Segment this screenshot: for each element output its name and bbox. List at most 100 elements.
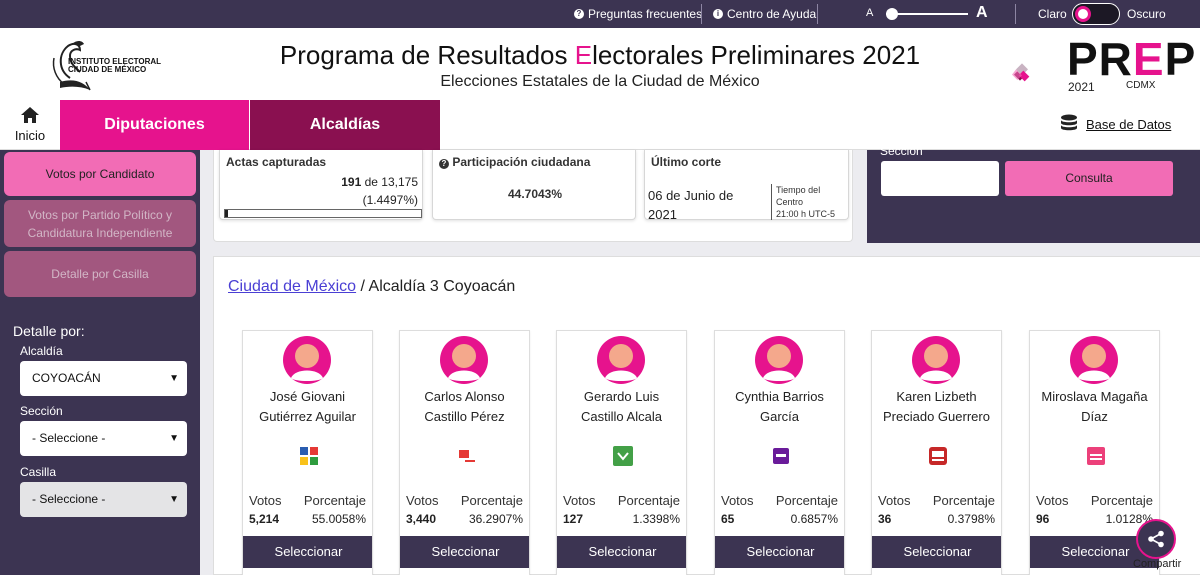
casilla-label: Casilla (20, 465, 57, 479)
breadcrumb: Ciudad de México / Alcaldía 3 Coyoacán (228, 278, 515, 296)
alcaldia-label: Alcaldía (20, 344, 63, 358)
theme-dark-label: Oscuro (1127, 7, 1166, 21)
tz-line-2: Centro (776, 197, 804, 207)
percent-value: 1.3398% (632, 512, 680, 526)
prep-text-1: PR (1067, 33, 1133, 85)
header: INSTITUTO ELECTORAL CIUDAD DE MÉXICO Pro… (0, 28, 1200, 100)
participation-title-text: Participación ciudadana (452, 155, 591, 169)
tab-diputaciones[interactable]: Diputaciones (60, 100, 249, 150)
prep-text-2: P (1164, 33, 1197, 85)
title-highlight: E (574, 40, 593, 70)
votes-label: Votos (249, 493, 282, 508)
select-candidate-button[interactable]: Seleccionar (400, 536, 529, 568)
fxm-party-logo-icon (1087, 447, 1105, 465)
votes-by-party-button[interactable]: Votos por Partido Político y Candidatura… (4, 200, 196, 247)
topbar-divider (817, 4, 818, 24)
rsp-party-logo-icon (929, 447, 947, 465)
slider-thumb[interactable] (886, 8, 898, 20)
last-cut-title: Último corte (651, 155, 722, 169)
share-button[interactable] (1136, 519, 1176, 559)
last-cut-timezone: Tiempo del Centro 21:00 h UTC-5 (771, 184, 847, 220)
actas-total: de 13,175 (361, 175, 418, 189)
theme-toggle[interactable] (1072, 3, 1120, 25)
actas-count: 191 de 13,175 (341, 175, 418, 189)
candidate-name-line-1: Miroslava Magaña (1041, 389, 1148, 404)
votes-label: Votos (1036, 493, 1069, 508)
tz-line-1: Tiempo del (776, 185, 821, 195)
page-title: Programa de Resultados Electorales Preli… (0, 40, 1200, 71)
candidate-name-line-2: García (759, 409, 799, 424)
home-button[interactable]: Inicio (0, 100, 60, 150)
candidate-name: Karen Lizbeth Preciado Guerrero (872, 387, 1001, 427)
faq-link[interactable]: ? Preguntas frecuentes (574, 7, 702, 21)
candidate-name: Carlos Alonso Castillo Pérez (400, 387, 529, 427)
theme-light-label: Claro (1038, 7, 1067, 21)
prep-year: 2021 (1068, 80, 1095, 94)
seccion-input[interactable] (881, 161, 999, 196)
percent-label: Porcentaje (303, 493, 366, 508)
actas-progress-bar (224, 209, 422, 218)
candidate-card: José Giovani Gutiérrez Aguilar Votos Porc… (242, 330, 373, 575)
actas-progress-fill (225, 210, 228, 217)
candidate-card: Gerardo Luis Castillo Alcala Votos Porcen… (556, 330, 687, 575)
select-candidate-button[interactable]: Seleccionar (557, 536, 686, 568)
candidate-name-line-1: Karen Lizbeth (896, 389, 977, 404)
avatar-icon (912, 336, 960, 384)
seccion-select[interactable]: - Seleccione - ▼ (20, 421, 187, 456)
font-smaller-label[interactable]: A (866, 7, 874, 19)
select-candidate-button[interactable]: Seleccionar (715, 536, 844, 568)
database-link[interactable]: Base de Datos (1060, 114, 1171, 134)
votes-value: 65 (721, 512, 735, 526)
question-icon: ? (574, 9, 584, 19)
alcaldia-select[interactable]: COYOACÁN ▼ (20, 361, 187, 396)
votes-value: 5,214 (249, 512, 280, 526)
votes-label: Votos (563, 493, 596, 508)
votes-label: Votos (878, 493, 911, 508)
consulta-button[interactable]: Consulta (1005, 161, 1173, 196)
votes-label: Votos (721, 493, 754, 508)
info-icon: i (713, 9, 723, 19)
slider-track (886, 13, 968, 15)
percent-value: 1.0128% (1105, 512, 1153, 526)
percent-value: 0.6857% (790, 512, 838, 526)
top-utility-bar: ? Preguntas frecuentes i Centro de Ayuda… (0, 0, 1200, 28)
last-cut-date-line-1: 06 de Junio de (648, 188, 734, 203)
votes-value: 127 (563, 512, 584, 526)
font-larger-label[interactable]: A (976, 4, 988, 21)
avatar-icon (440, 336, 488, 384)
chevron-down-icon: ▼ (169, 433, 179, 444)
help-link[interactable]: i Centro de Ayuda (713, 7, 816, 21)
candidate-name: Cynthia Barrios García (715, 387, 844, 427)
actas-card: Actas capturadas 191 de 13,175 (1.4497%) (219, 150, 423, 220)
font-size-slider[interactable] (886, 8, 968, 20)
breadcrumb-link-cdmx[interactable]: Ciudad de México (228, 278, 357, 295)
topbar-divider (1015, 4, 1016, 24)
prep-text-e: E (1132, 33, 1165, 85)
candidate-name: José Giovani Gutiérrez Aguilar (243, 387, 372, 427)
participation-card: ? Participación ciudadana 44.7043% (432, 150, 636, 220)
pes-party-logo-icon (773, 448, 789, 464)
prep-diamond-icon (1012, 63, 1030, 82)
help-icon[interactable]: ? (439, 159, 449, 169)
tab-alcaldias[interactable]: Alcaldías (250, 100, 440, 150)
candidate-name-line-2: Castillo Alcala (581, 409, 662, 424)
candidate-name-line-2: Castillo Pérez (424, 409, 505, 424)
percent-value: 0.3798% (947, 512, 995, 526)
casilla-select[interactable]: - Seleccione - ▼ (20, 482, 187, 517)
breadcrumb-current: / Alcaldía 3 Coyoacán (356, 278, 516, 295)
detail-by-casilla-button[interactable]: Detalle por Casilla (4, 251, 196, 297)
candidate-name: Miroslava Magaña Díaz (1030, 387, 1159, 427)
consulta-panel: Sección Consulta (867, 144, 1200, 243)
percent-label: Porcentaje (1090, 493, 1153, 508)
prep-logo-text: PREP (1067, 36, 1196, 82)
consulta-seccion-label: Sección (880, 144, 923, 158)
participation-title: ? Participación ciudadana (439, 155, 590, 169)
select-candidate-button[interactable]: Seleccionar (872, 536, 1001, 568)
select-candidate-button[interactable]: Seleccionar (243, 536, 372, 568)
actas-title: Actas capturadas (226, 155, 327, 169)
alcaldia-value: COYOACÁN (32, 371, 101, 385)
tz-line-3: 21:00 h UTC-5 (776, 209, 836, 219)
votes-by-candidate-button[interactable]: Votos por Candidato (4, 152, 196, 196)
candidate-name-line-2: Gutiérrez Aguilar (259, 409, 356, 424)
title-part-1: Programa de Resultados (279, 40, 575, 70)
